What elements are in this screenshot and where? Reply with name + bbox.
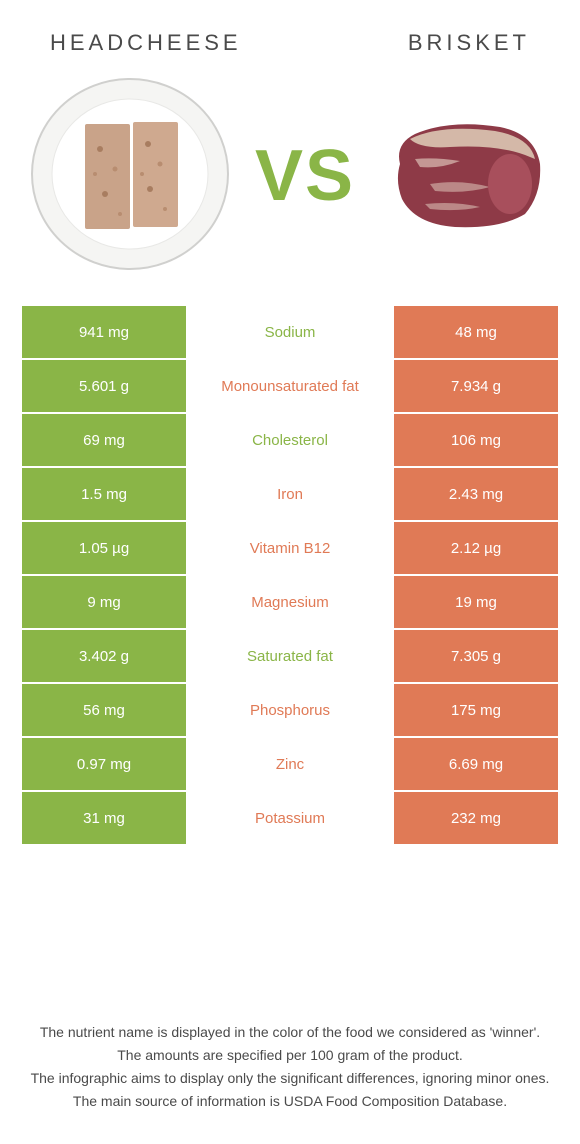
left-value: 1.05 µg bbox=[22, 522, 186, 574]
nutrient-row: 1.05 µgVitamin B122.12 µg bbox=[22, 522, 558, 574]
nutrient-row: 3.402 gSaturated fat7.305 g bbox=[22, 630, 558, 682]
nutrient-name: Cholesterol bbox=[186, 414, 394, 466]
left-value: 56 mg bbox=[22, 684, 186, 736]
nutrient-name: Iron bbox=[186, 468, 394, 520]
right-value: 7.305 g bbox=[394, 630, 558, 682]
footer-line-2: The amounts are specified per 100 gram o… bbox=[30, 1045, 550, 1066]
nutrient-row: 56 mgPhosphorus175 mg bbox=[22, 684, 558, 736]
vs-label: VS bbox=[255, 135, 355, 217]
nutrient-name: Sodium bbox=[186, 306, 394, 358]
footer-line-1: The nutrient name is displayed in the co… bbox=[30, 1022, 550, 1043]
right-value: 7.934 g bbox=[394, 360, 558, 412]
footer-notes: The nutrient name is displayed in the co… bbox=[0, 1022, 580, 1114]
nutrient-row: 9 mgMagnesium19 mg bbox=[22, 576, 558, 628]
headcheese-image bbox=[30, 74, 230, 279]
images-row: VS bbox=[0, 66, 580, 306]
footer-line-4: The main source of information is USDA F… bbox=[30, 1091, 550, 1112]
nutrient-name: Potassium bbox=[186, 792, 394, 844]
nutrient-name: Magnesium bbox=[186, 576, 394, 628]
nutrient-row: 941 mgSodium48 mg bbox=[22, 306, 558, 358]
nutrient-row: 69 mgCholesterol106 mg bbox=[22, 414, 558, 466]
left-value: 1.5 mg bbox=[22, 468, 186, 520]
nutrient-table: 941 mgSodium48 mg5.601 gMonounsaturated … bbox=[0, 306, 580, 844]
right-food-title: Brisket bbox=[408, 30, 530, 56]
right-value: 6.69 mg bbox=[394, 738, 558, 790]
left-value: 5.601 g bbox=[22, 360, 186, 412]
left-value: 31 mg bbox=[22, 792, 186, 844]
right-value: 232 mg bbox=[394, 792, 558, 844]
right-value: 175 mg bbox=[394, 684, 558, 736]
left-value: 3.402 g bbox=[22, 630, 186, 682]
footer-line-3: The infographic aims to display only the… bbox=[30, 1068, 550, 1089]
left-value: 69 mg bbox=[22, 414, 186, 466]
nutrient-name: Phosphorus bbox=[186, 684, 394, 736]
left-value: 9 mg bbox=[22, 576, 186, 628]
right-value: 2.12 µg bbox=[394, 522, 558, 574]
nutrient-row: 5.601 gMonounsaturated fat7.934 g bbox=[22, 360, 558, 412]
right-value: 19 mg bbox=[394, 576, 558, 628]
right-value: 106 mg bbox=[394, 414, 558, 466]
right-value: 2.43 mg bbox=[394, 468, 558, 520]
nutrient-row: 31 mgPotassium232 mg bbox=[22, 792, 558, 844]
brisket-image bbox=[380, 109, 550, 244]
nutrient-name: Monounsaturated fat bbox=[186, 360, 394, 412]
nutrient-name: Saturated fat bbox=[186, 630, 394, 682]
header: Headcheese Brisket bbox=[0, 0, 580, 66]
left-food-title: Headcheese bbox=[50, 30, 242, 56]
nutrient-name: Zinc bbox=[186, 738, 394, 790]
left-value: 941 mg bbox=[22, 306, 186, 358]
nutrient-row: 1.5 mgIron2.43 mg bbox=[22, 468, 558, 520]
right-value: 48 mg bbox=[394, 306, 558, 358]
left-value: 0.97 mg bbox=[22, 738, 186, 790]
nutrient-row: 0.97 mgZinc6.69 mg bbox=[22, 738, 558, 790]
nutrient-name: Vitamin B12 bbox=[186, 522, 394, 574]
